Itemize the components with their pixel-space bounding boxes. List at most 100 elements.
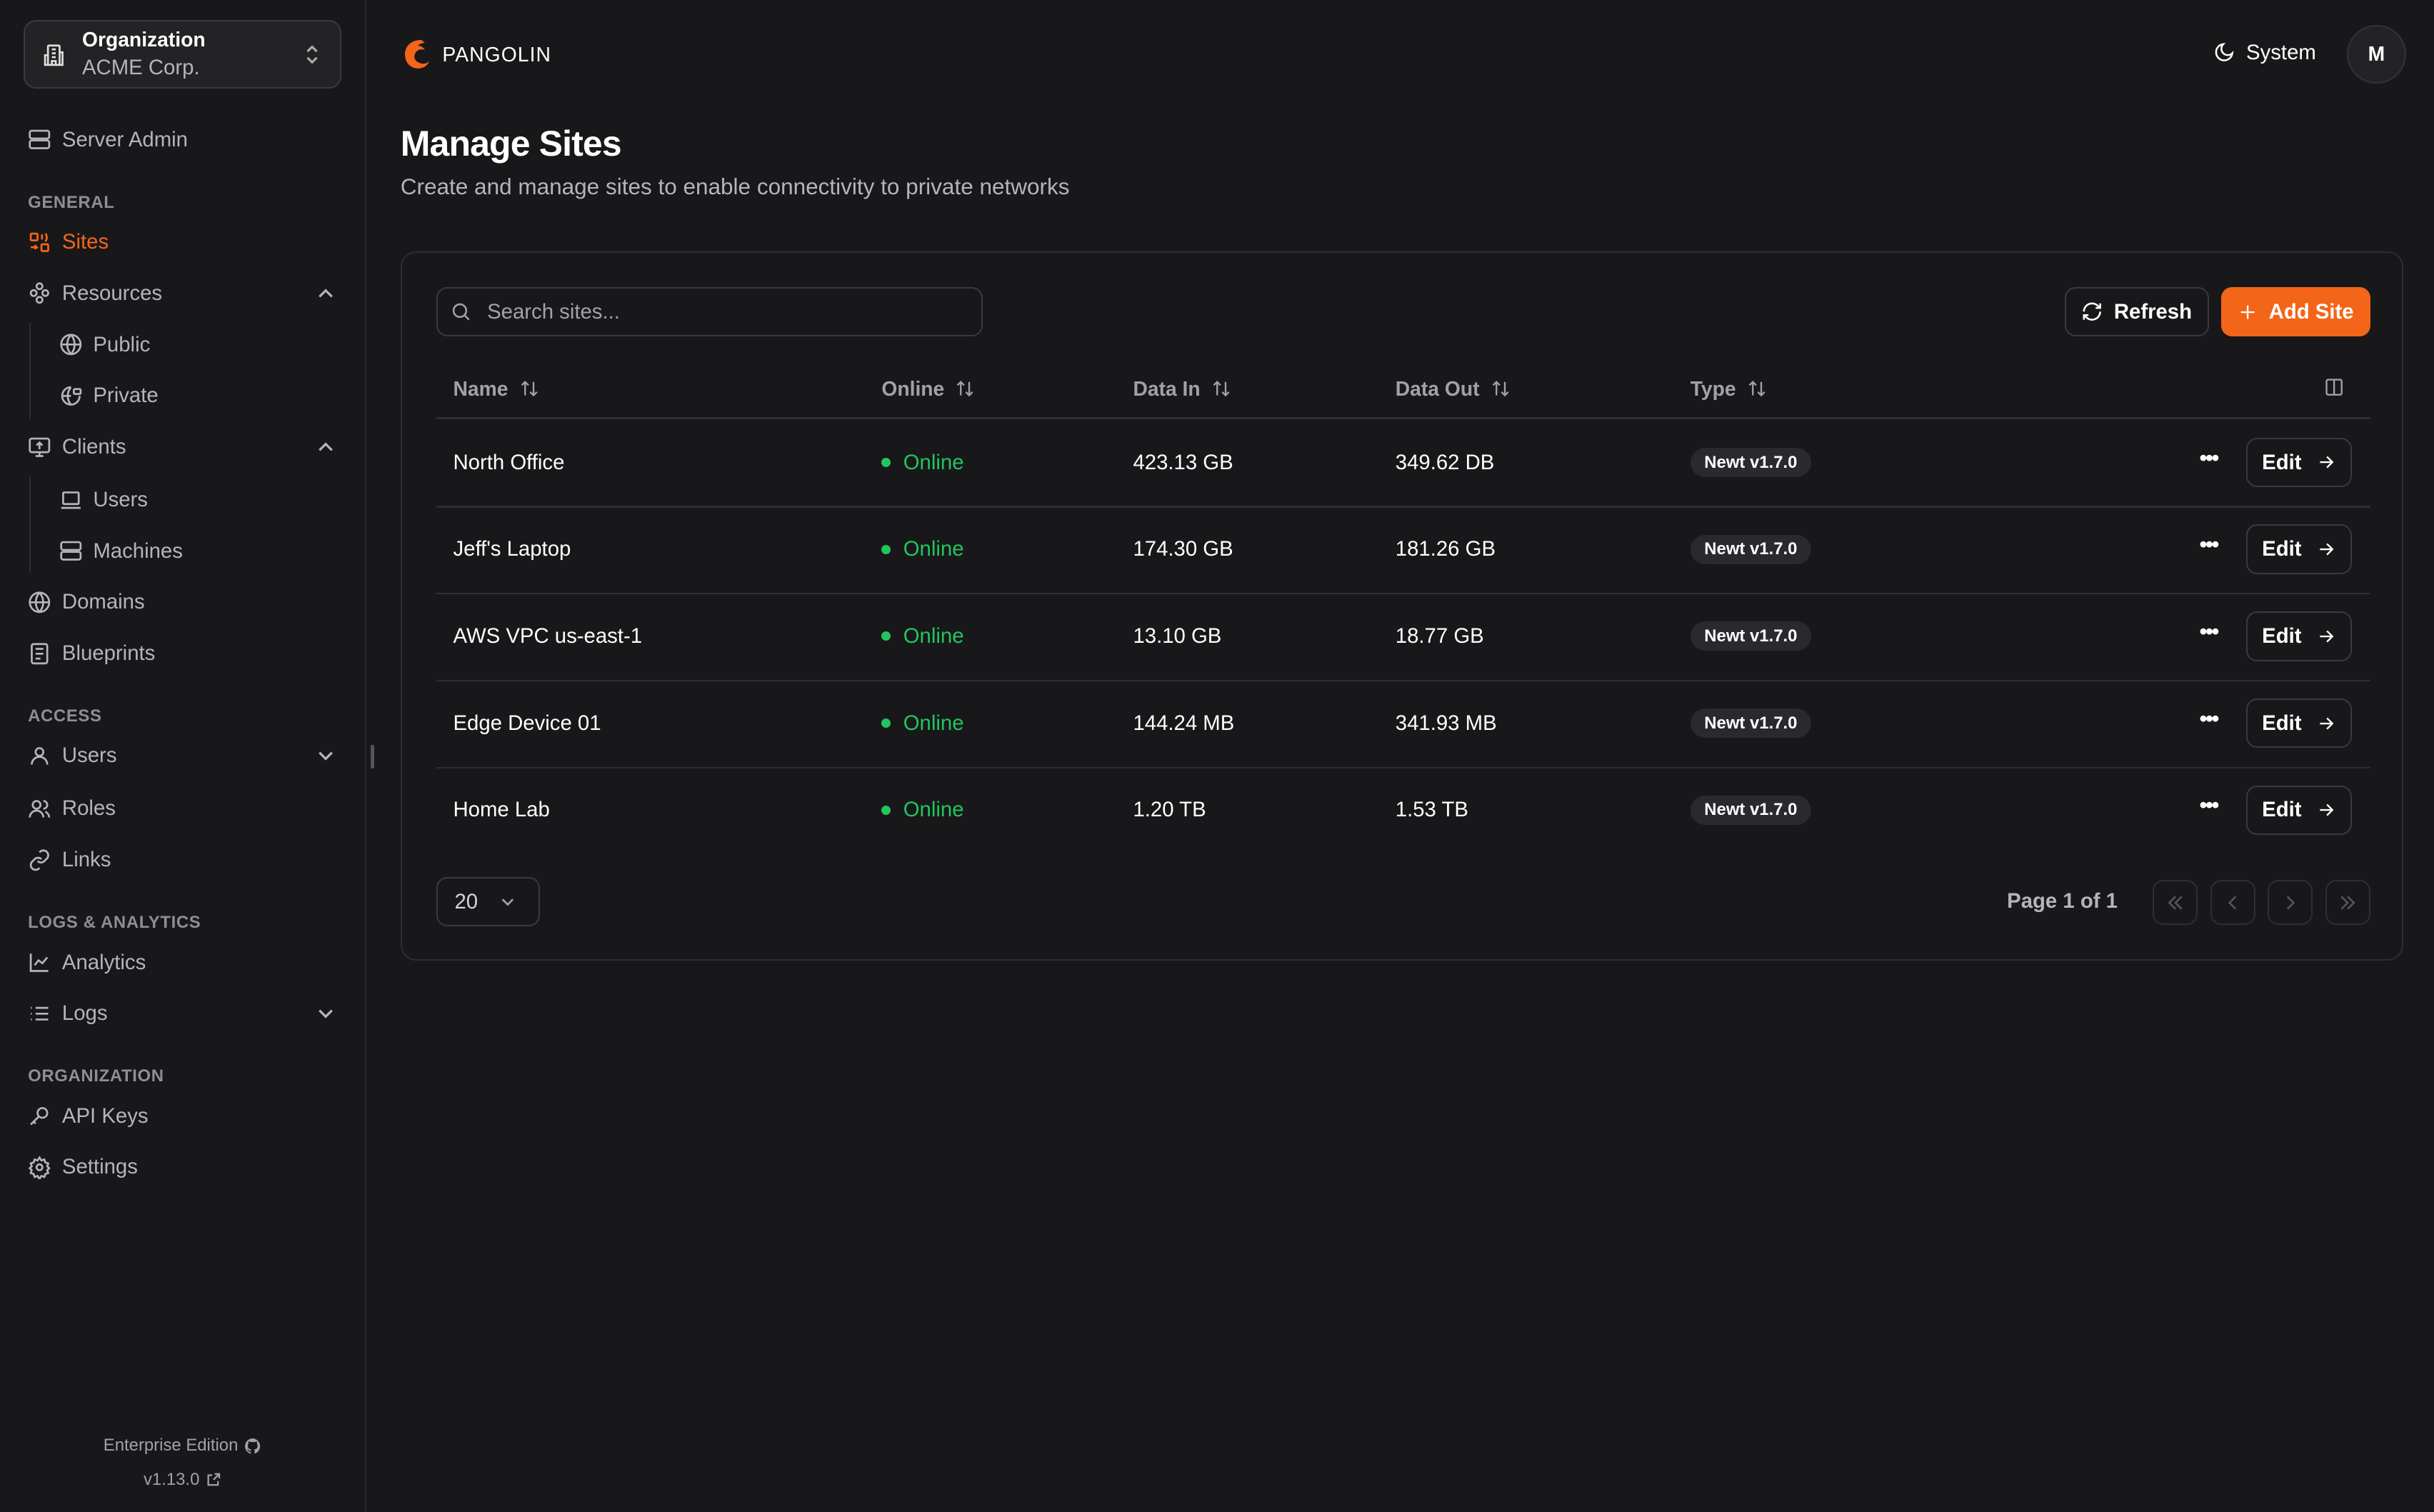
row-divider — [436, 766, 2370, 768]
chevrons-up-down-icon — [306, 44, 318, 64]
status-dot — [881, 719, 891, 729]
edit-button[interactable]: Edit — [2245, 611, 2352, 661]
chevron-up-icon[interactable] — [316, 284, 335, 303]
column-header-data-out[interactable]: Data Out — [1396, 377, 1511, 401]
status-cell: Online — [881, 419, 964, 506]
sidebar-resize-handle[interactable] — [371, 745, 374, 768]
arrow-right-icon — [2320, 630, 2334, 643]
arrow-right-icon — [2320, 543, 2334, 556]
section-logs-analytics: LOGS & ANALYTICS — [28, 913, 201, 933]
type-cell: Newt v1.7.0 — [1690, 419, 1811, 506]
chevron-right-icon — [2286, 896, 2295, 910]
refresh-icon — [2083, 303, 2102, 321]
refresh-button[interactable]: Refresh — [2064, 286, 2209, 337]
chevron-down-icon[interactable] — [316, 746, 335, 765]
user-avatar[interactable]: M — [2347, 24, 2406, 84]
page-size-select[interactable]: 20 — [436, 876, 541, 927]
last-page-button[interactable] — [2325, 880, 2370, 926]
building-icon — [44, 44, 64, 66]
more-actions-icon[interactable]: ••• — [2199, 619, 2220, 644]
sidebar-item-roles[interactable]: Roles — [28, 791, 335, 826]
column-header-type[interactable]: Type — [1691, 377, 1767, 401]
sidebar-item-blueprints[interactable]: Blueprints — [28, 636, 335, 671]
sidebar-item-server-admin[interactable]: Server Admin — [28, 123, 335, 157]
more-actions-icon[interactable]: ••• — [2199, 706, 2220, 731]
column-header-data-in[interactable]: Data In — [1133, 377, 1231, 401]
brand-logo[interactable]: PANGOLIN — [401, 37, 551, 71]
next-page-button[interactable] — [2268, 880, 2313, 926]
edit-button[interactable]: Edit — [2245, 524, 2352, 574]
status-label: Online — [903, 711, 964, 735]
globe-lock-icon — [61, 386, 81, 406]
more-actions-icon[interactable]: ••• — [2199, 793, 2220, 818]
status-cell: Online — [881, 506, 964, 593]
status-label: Online — [903, 798, 964, 822]
theme-toggle[interactable]: System — [2213, 41, 2316, 65]
moon-icon — [2215, 43, 2234, 62]
server-icon — [29, 130, 51, 150]
data-out: 181.26 GB — [1395, 537, 1496, 561]
columns-icon[interactable] — [2324, 377, 2344, 397]
github-icon — [245, 1438, 261, 1453]
chevron-down-icon[interactable] — [316, 1004, 335, 1023]
sidebar-item-domains[interactable]: Domains — [28, 585, 335, 619]
type-badge: Newt v1.7.0 — [1690, 795, 1811, 825]
sidebar-item-settings[interactable]: Settings — [28, 1151, 335, 1185]
sidebar-item-private[interactable]: Private — [59, 379, 323, 413]
org-switcher[interactable]: Organization ACME Corp. — [23, 20, 341, 89]
edit-button[interactable]: Edit — [2245, 785, 2352, 836]
status-cell: Online — [881, 593, 964, 680]
site-name: AWS VPC us-east-1 — [453, 624, 643, 648]
external-link-icon — [207, 1473, 221, 1486]
table-row: Jeff's Laptop Online 174.30 GB 181.26 GB… — [436, 506, 2370, 593]
org-label: Organization — [82, 27, 206, 51]
data-out: 341.93 MB — [1395, 711, 1497, 735]
sidebar-item-client-users[interactable]: Users — [59, 483, 323, 517]
edit-button[interactable]: Edit — [2245, 698, 2352, 749]
sites-table-card: Refresh Add Site Name Online Data In Data O… — [400, 251, 2403, 961]
sidebar-item-sites[interactable]: Sites — [28, 225, 335, 259]
table-row: Home Lab Online 1.20 TB 1.53 TB Newt v1.… — [436, 767, 2370, 854]
sidebar-item-machines[interactable]: Machines — [59, 534, 323, 569]
site-name: Jeff's Laptop — [453, 537, 571, 561]
workflow-icon — [29, 282, 49, 304]
column-header-name[interactable]: Name — [453, 377, 539, 401]
sidebar-item-logs[interactable]: Logs — [28, 996, 335, 1031]
version-link[interactable]: v1.13.0 — [0, 1470, 365, 1490]
sort-icon — [1213, 381, 1230, 397]
sort-icon — [521, 381, 538, 397]
table-row: AWS VPC us-east-1 Online 13.10 GB 18.77 … — [436, 593, 2370, 680]
more-actions-icon[interactable]: ••• — [2199, 445, 2220, 470]
search-input[interactable] — [484, 298, 956, 326]
sidebar-item-users[interactable]: Users — [28, 739, 335, 773]
edit-button[interactable]: Edit — [2245, 437, 2352, 488]
sidebar-item-resources[interactable]: Resources — [28, 276, 335, 311]
sidebar-item-label: Private — [93, 384, 159, 408]
row-divider — [436, 506, 2370, 508]
data-in: 423.13 GB — [1133, 450, 1233, 474]
sidebar-item-label: Settings — [61, 1155, 138, 1179]
column-header-online[interactable]: Online — [881, 377, 975, 401]
sidebar-item-analytics[interactable]: Analytics — [28, 946, 335, 980]
site-name: Home Lab — [453, 798, 550, 822]
chevron-up-icon[interactable] — [316, 438, 335, 456]
more-actions-icon[interactable]: ••• — [2199, 532, 2220, 557]
first-page-button[interactable] — [2153, 880, 2198, 926]
status-dot — [881, 457, 891, 468]
previous-page-button[interactable] — [2210, 880, 2255, 926]
add-site-button[interactable]: Add Site — [2221, 286, 2370, 337]
sidebar-item-public[interactable]: Public — [59, 328, 323, 362]
list-icon — [31, 1006, 49, 1021]
status-dot — [881, 544, 891, 554]
sidebar-item-links[interactable]: Links — [28, 843, 335, 877]
search-field[interactable] — [436, 286, 983, 337]
sidebar-item-api-keys[interactable]: API Keys — [28, 1099, 335, 1133]
chevron-left-icon — [2228, 896, 2237, 910]
sidebar-item-clients[interactable]: Clients — [28, 430, 335, 464]
sidebar-item-label: Users — [61, 744, 117, 768]
row-divider — [436, 593, 2370, 595]
arrow-right-icon — [2320, 717, 2334, 730]
monitor-up-icon — [29, 437, 51, 457]
edition-link[interactable]: Enterprise Edition — [0, 1436, 365, 1456]
section-access: ACCESS — [28, 706, 102, 726]
